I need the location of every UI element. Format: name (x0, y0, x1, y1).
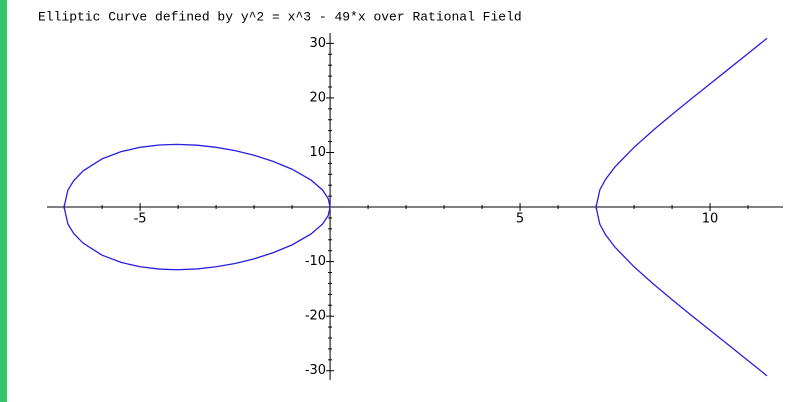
x-tick-label: -5 (134, 212, 147, 227)
cell-marker (0, 0, 7, 402)
x-tick-label: 10 (702, 212, 719, 227)
y-tick-label: -20 (305, 309, 326, 324)
plot: -5 5 10 -30 -20 -10 10 20 30 (47, 33, 783, 380)
y-tick-label: 30 (310, 36, 327, 51)
y-tick-label: -30 (305, 363, 326, 378)
curve (63, 143, 331, 271)
y-tick-label: -10 (305, 254, 326, 269)
x-tick-label: 5 (516, 212, 524, 227)
curve (595, 37, 768, 377)
output-text: Elliptic Curve defined by y^2 = x^3 - 49… (38, 9, 522, 24)
y-tick-label: 20 (310, 90, 327, 105)
y-tick-label: 10 (310, 145, 327, 160)
